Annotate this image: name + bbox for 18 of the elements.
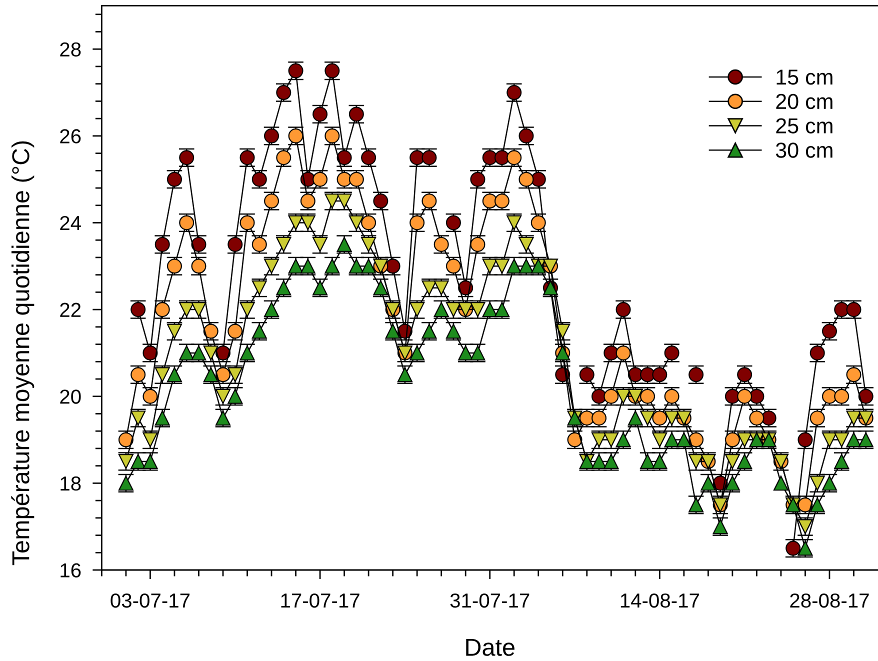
legend-label: 15 cm [776, 70, 832, 85]
x-tick-label: 28-08-17 [790, 593, 869, 608]
x-tick-label: 14-08-17 [620, 593, 699, 608]
x-tick-label: 03-07-17 [110, 593, 190, 608]
y-tick-label: 22 [60, 302, 81, 317]
x-tick-label: 17-07-17 [281, 593, 360, 608]
y-tick-label: 26 [60, 129, 81, 144]
legend-label: 20 cm [776, 94, 832, 110]
x-tick-label: 31-07-17 [450, 593, 530, 608]
y-tick-label: 28 [60, 42, 81, 57]
y-tick-label: 18 [60, 476, 81, 491]
y-axis-title: Température moyenne quotidienne (°C) [11, 141, 34, 566]
y-tick-label: 24 [60, 216, 81, 230]
legend-label: 30 cm [776, 142, 832, 158]
legend-label: 25 cm [776, 118, 832, 134]
y-tick-label: 20 [60, 390, 81, 404]
x-axis-title: Date [466, 638, 514, 656]
y-tick-label: 16 [60, 563, 81, 578]
